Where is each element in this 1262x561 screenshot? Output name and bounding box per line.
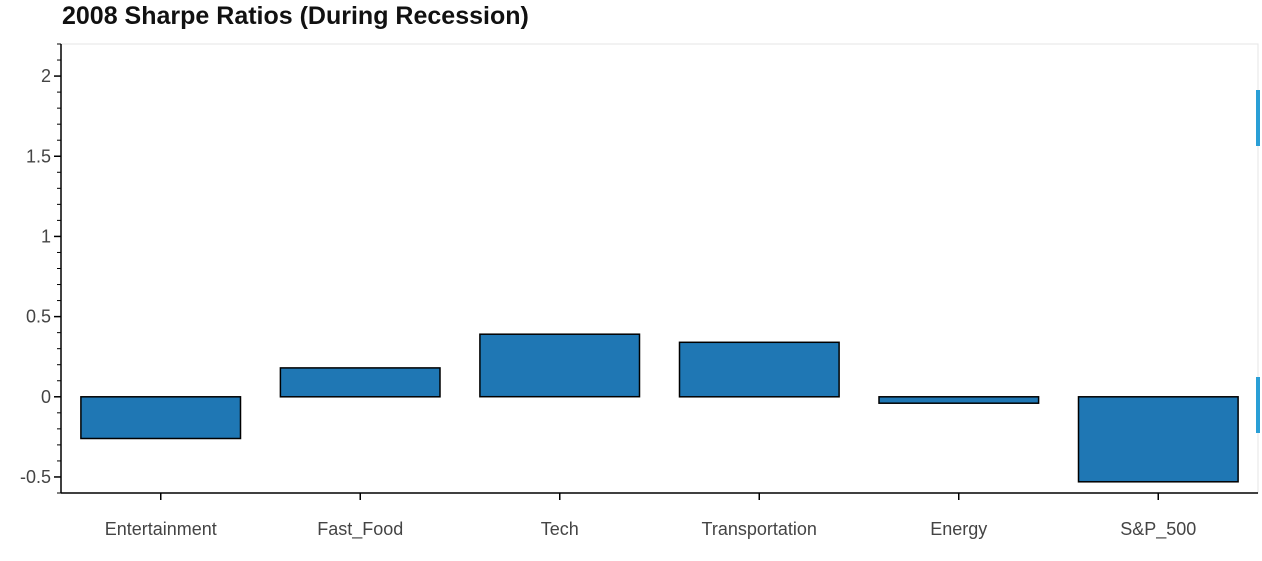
y-tick-label: 2 xyxy=(41,66,51,86)
x-tick-label: Tech xyxy=(541,519,579,539)
y-tick-label: 1.5 xyxy=(26,146,51,166)
y-tick-label: 0 xyxy=(41,387,51,407)
bar-fast-food xyxy=(279,367,441,398)
bar-s-p-500 xyxy=(1077,396,1239,483)
bar-energy xyxy=(878,396,1040,404)
x-tick-label: Fast_Food xyxy=(317,519,403,540)
y-tick-label: 0.5 xyxy=(26,307,51,327)
x-tick-label: Transportation xyxy=(702,519,817,539)
x-tick-label: Energy xyxy=(930,519,987,539)
toolbar-indicator-lower[interactable] xyxy=(1256,377,1260,433)
chart-title: 2008 Sharpe Ratios (During Recession) xyxy=(62,2,529,30)
y-tick-label: 1 xyxy=(41,226,51,246)
x-tick-label: Entertainment xyxy=(105,519,217,539)
x-axis: Entertainment Fast_Food Tech Transportation… xyxy=(61,492,1258,540)
bars-group xyxy=(80,333,1239,483)
y-tick-label: -0.5 xyxy=(20,467,51,487)
y-axis: -0.5 0 0.5 1 1.5 2 xyxy=(20,43,62,494)
bar-transportation xyxy=(678,341,840,398)
bar-tech xyxy=(479,333,641,398)
toolbar-indicator-upper[interactable] xyxy=(1256,90,1260,146)
x-tick-label: S&P_500 xyxy=(1120,519,1196,540)
bar-entertainment xyxy=(80,396,242,440)
